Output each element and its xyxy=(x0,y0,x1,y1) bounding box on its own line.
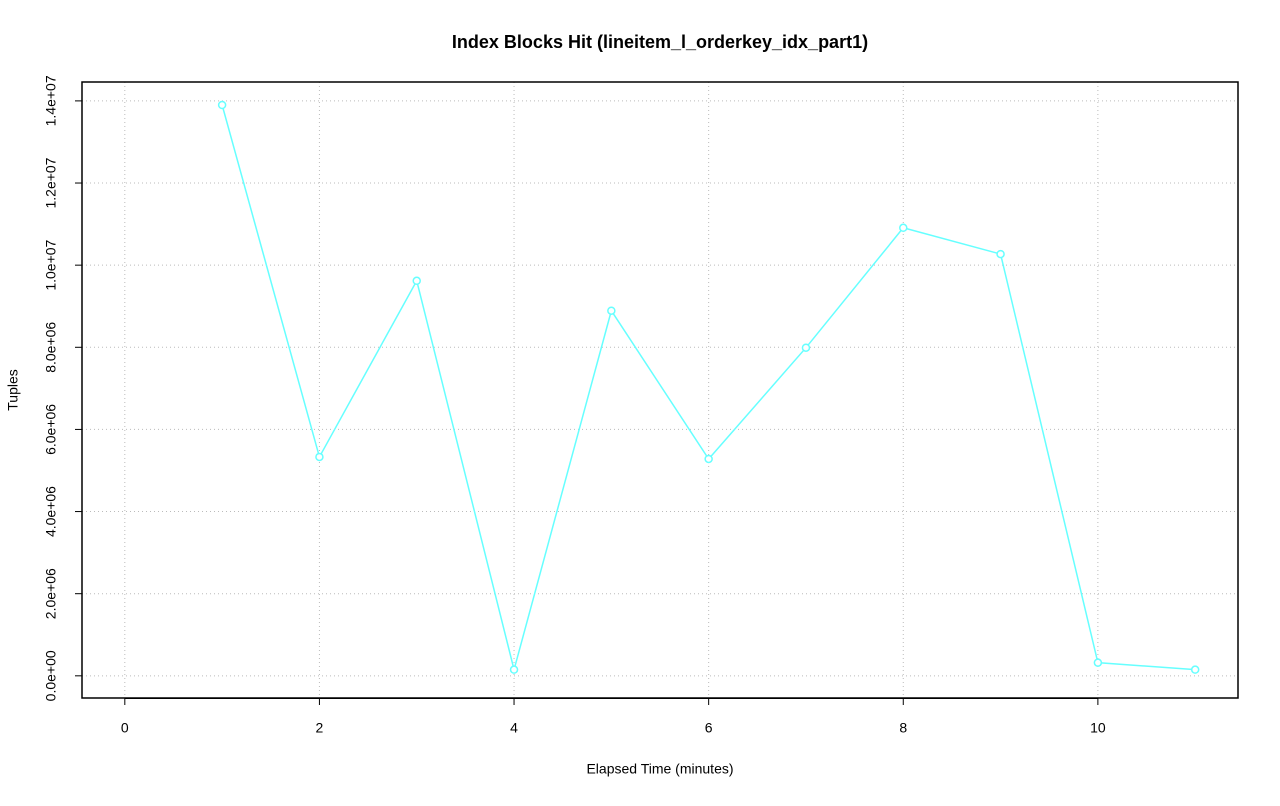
point xyxy=(607,306,616,315)
point xyxy=(509,665,519,674)
x-tick-label: 0 xyxy=(121,720,129,736)
point xyxy=(801,343,811,352)
y-tick-label: 8.0e+06 xyxy=(43,322,59,373)
point xyxy=(996,249,1005,259)
y-tick-label: 1.4e+07 xyxy=(43,75,59,126)
chart-title: Index Blocks Hit (lineitem_l_orderkey_id… xyxy=(452,32,868,52)
y-tick-label: 1.2e+07 xyxy=(43,157,59,208)
point xyxy=(899,223,908,233)
x-tick-label: 6 xyxy=(705,720,713,736)
point xyxy=(412,276,421,286)
y-tick-label: 6.0e+06 xyxy=(43,404,59,455)
y-tick-label: 1.0e+07 xyxy=(43,239,59,290)
y-axis-label: Tuples xyxy=(5,369,21,411)
x-tick-label: 4 xyxy=(510,720,518,736)
point xyxy=(1093,658,1103,667)
x-tick-label: 2 xyxy=(316,720,324,736)
point xyxy=(704,454,713,464)
plot-frame xyxy=(81,81,1239,699)
y-tick-label: 4.0e+06 xyxy=(43,486,59,537)
x-tick-label: 10 xyxy=(1090,720,1106,736)
point xyxy=(217,100,227,110)
point xyxy=(1190,665,1200,674)
y-tick-label: 0.0e+00 xyxy=(43,650,59,701)
point xyxy=(315,452,324,462)
y-tick-label: 2.0e+06 xyxy=(43,568,59,619)
x-tick-label: 8 xyxy=(899,720,907,736)
x-axis-label: Elapsed Time (minutes) xyxy=(586,761,733,777)
